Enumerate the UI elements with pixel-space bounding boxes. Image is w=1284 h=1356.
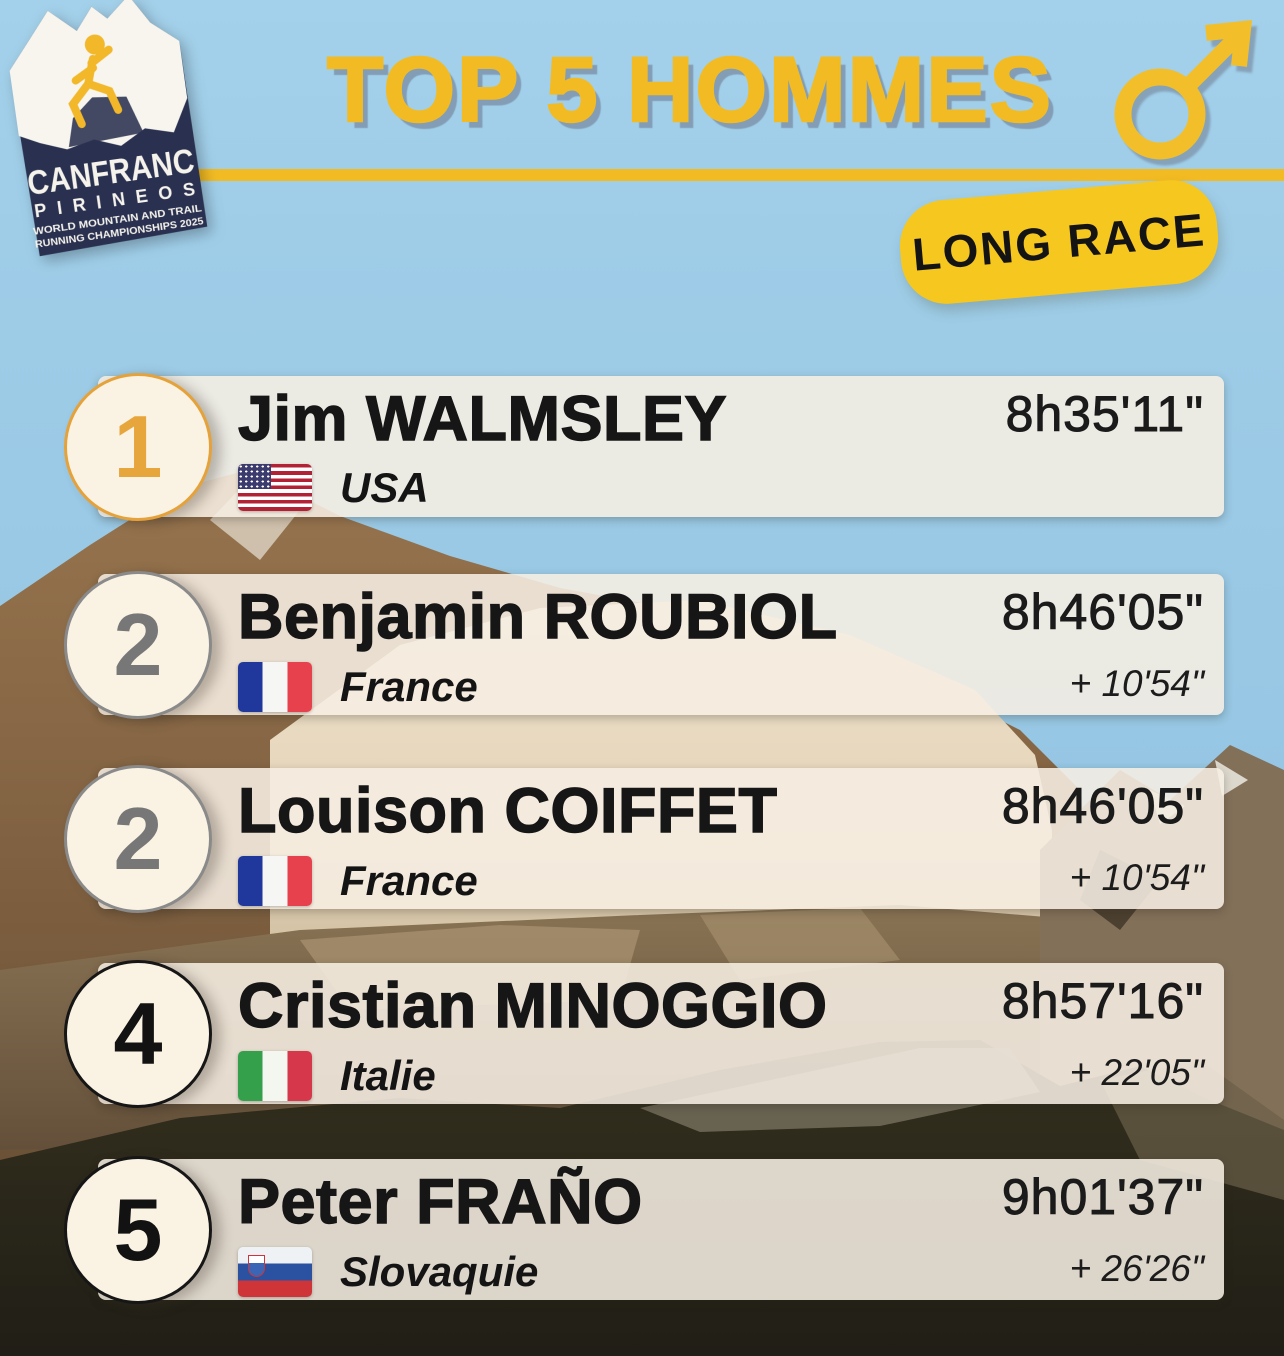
- time-gap: + 22'05": [1069, 1052, 1204, 1093]
- race-category-label: LONG RACE: [910, 203, 1208, 281]
- country-name: USA: [340, 463, 429, 511]
- runner-name: Benjamin ROUBIOL: [237, 582, 838, 652]
- runner-name: Jim WALMSLEY: [237, 384, 728, 454]
- rank-badge: 2: [64, 765, 212, 913]
- flag-france-icon: [238, 662, 312, 712]
- rank-number: 2: [113, 789, 163, 888]
- page-title: TOP 5 HOMMES: [326, 38, 1054, 143]
- result-row: 5 Peter FRAÑO Slovaquie 9h01'37" + 26'26…: [64, 1156, 1224, 1304]
- finish-time: 8h46'05": [1001, 778, 1204, 834]
- country-name: Italie: [340, 1052, 436, 1099]
- time-gap: + 26'26": [1069, 1248, 1204, 1289]
- finish-time: 9h01'37": [1001, 1169, 1204, 1225]
- rank-badge: 4: [64, 960, 212, 1108]
- rank-number: 2: [113, 595, 163, 694]
- runner-name: Cristian MINOGGIO: [237, 971, 828, 1041]
- rank-number: 4: [113, 984, 163, 1083]
- time-gap: + 10'54": [1069, 857, 1204, 898]
- country-name: Slovaquie: [340, 1248, 539, 1295]
- country-name: France: [340, 663, 478, 710]
- flag-italy-icon: [238, 1051, 312, 1101]
- flag-usa-icon: [238, 464, 312, 511]
- canfranc-pirineos-logo: CANFRANC PIRINEOS WORLD MOUNTAIN AND TRA…: [9, 0, 208, 257]
- flag-france-icon: [238, 856, 312, 906]
- result-row: 1 Jim WALMSLEY USA 8h35'11": [64, 373, 1224, 521]
- header-divider-line: [150, 169, 1284, 181]
- rank-number: 1: [113, 397, 163, 496]
- logo-runner-icon: [68, 34, 123, 129]
- finish-time: 8h46'05": [1001, 584, 1204, 640]
- result-row: 2 Benjamin ROUBIOL France 8h46'05" + 10'…: [64, 571, 1224, 719]
- finish-time: 8h35'11": [1005, 386, 1204, 442]
- rank-number: 5: [113, 1180, 163, 1279]
- finish-time: 8h57'16": [1001, 973, 1204, 1029]
- logo-mountain-silhouette: [9, 0, 188, 150]
- rank-badge: 2: [64, 571, 212, 719]
- male-symbol-icon: [1114, 19, 1253, 160]
- flag-slovakia-icon: [238, 1247, 312, 1297]
- logo-rocks: [68, 96, 144, 148]
- result-row: 4 Cristian MINOGGIO Italie 8h57'16" + 22…: [64, 960, 1224, 1108]
- rank-badge: 5: [64, 1156, 212, 1304]
- result-row: 2 Louison COIFFET France 8h46'05" + 10'5…: [64, 765, 1224, 913]
- rank-badge: 1: [64, 373, 212, 521]
- runner-name: Peter FRAÑO: [237, 1167, 643, 1237]
- time-gap: + 10'54": [1069, 663, 1204, 704]
- country-name: France: [340, 857, 478, 904]
- runner-name: Louison COIFFET: [237, 776, 778, 846]
